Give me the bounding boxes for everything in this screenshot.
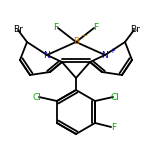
Text: F: F	[111, 123, 117, 133]
Text: −: −	[81, 31, 88, 40]
Text: +: +	[109, 48, 115, 54]
Text: N: N	[44, 52, 50, 60]
Text: F: F	[54, 22, 59, 31]
Text: Br: Br	[130, 24, 140, 33]
Text: B: B	[73, 38, 79, 47]
Text: Cl: Cl	[33, 93, 41, 102]
Text: Cl: Cl	[111, 93, 119, 102]
Text: Br: Br	[13, 24, 23, 33]
Text: F: F	[93, 22, 98, 31]
Text: N: N	[102, 52, 108, 60]
